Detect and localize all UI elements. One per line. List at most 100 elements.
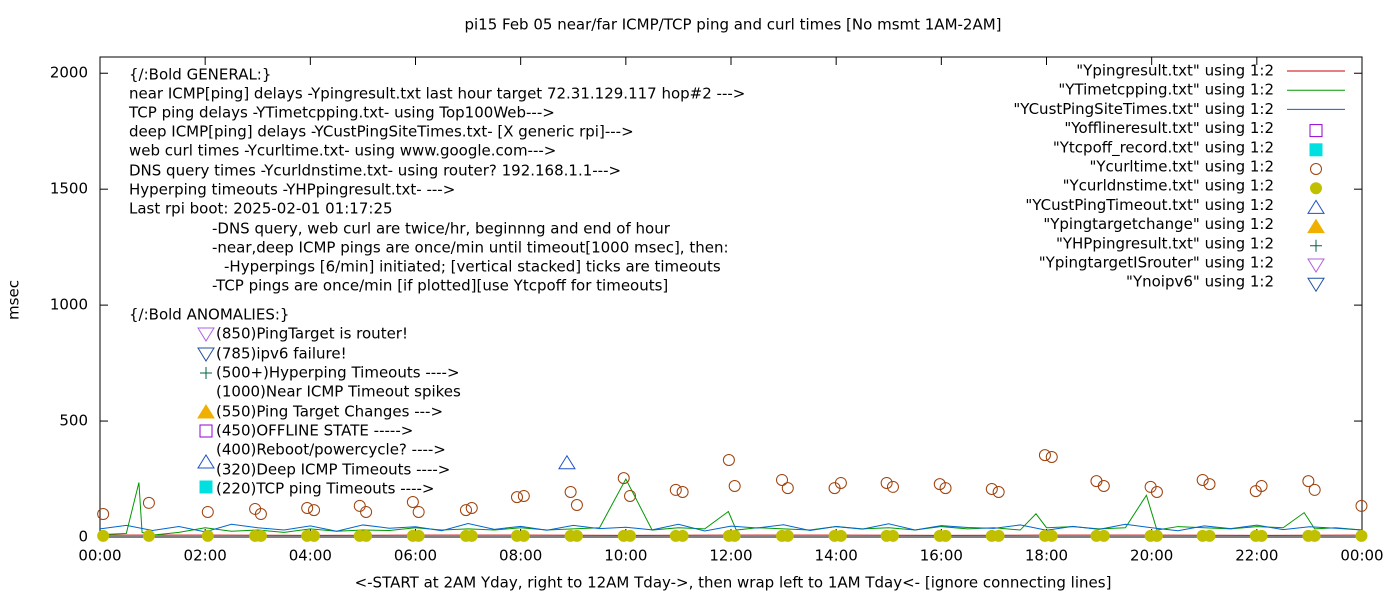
data-point: [517, 529, 530, 542]
data-point: [1097, 479, 1110, 492]
data-point: [412, 529, 425, 542]
legend-label: "Yofflineresult.txt" using 1:2: [1064, 119, 1274, 137]
data-point: [201, 529, 214, 542]
y-tick-label: 2000: [50, 64, 88, 82]
x-tick-label: 08:00: [499, 547, 542, 565]
annotation: deep ICMP[ping] delays -YCustPingSiteTim…: [129, 123, 634, 141]
annotation-icon: [199, 480, 213, 494]
annotation-icon: [199, 424, 213, 438]
data-point: [781, 482, 794, 495]
x-tick-label: 10:00: [604, 547, 647, 565]
data-point: [360, 529, 373, 542]
y-tick-label: 1500: [50, 180, 88, 198]
data-point: [142, 529, 155, 542]
data-point: [254, 529, 267, 542]
legend-label: "Ypingtargetchange" using 1:2: [1043, 215, 1274, 233]
data-point: [308, 529, 321, 542]
data-point: [992, 486, 1005, 499]
data-point: [1255, 479, 1268, 492]
data-point: [1308, 483, 1321, 496]
data-point: [1097, 529, 1110, 542]
y-tick-label: 0: [78, 528, 88, 546]
data-point: [1090, 475, 1103, 488]
annotation: {/:Bold ANOMALIES:}: [129, 306, 289, 324]
data-point: [254, 508, 267, 521]
annotation: (500+)Hyperping Timeouts ---->: [216, 364, 460, 382]
data-point: [617, 472, 630, 485]
x-tick-label: 14:00: [815, 547, 858, 565]
data-point: [558, 454, 576, 470]
data-point: [570, 529, 583, 542]
annotation: Last rpi boot: 2025-02-01 01:17:25: [129, 200, 393, 218]
data-point: [624, 489, 637, 502]
data-point: [1150, 486, 1163, 499]
legend-label: "YHPpingresult.txt" using 1:2: [1056, 234, 1274, 252]
x-axis-label: <-START at 2AM Yday, right to 12AM Tday-…: [355, 574, 1112, 592]
data-point: [939, 482, 952, 495]
legend-swatch: [1307, 258, 1325, 273]
data-point: [1045, 529, 1058, 542]
data-point: [517, 489, 530, 502]
data-point: [412, 505, 425, 518]
annotation: (550)Ping Target Changes --->: [216, 403, 443, 421]
legend-swatch: [1307, 199, 1325, 214]
data-point: [728, 529, 741, 542]
legend-label: "YCustPingSiteTimes.txt" using 1:2: [1013, 100, 1274, 118]
legend-swatch: [1310, 182, 1322, 195]
legend-swatch: [1310, 239, 1322, 252]
annotation: (450)OFFLINE STATE ----->: [216, 422, 413, 440]
x-tick-label: 00:00: [1340, 547, 1383, 565]
data-point: [722, 454, 735, 467]
data-point: [1150, 529, 1163, 542]
legend-label: "YTimetcpping.txt" using 1:2: [1058, 81, 1274, 99]
data-point: [465, 529, 478, 542]
series-line: [99, 523, 1363, 533]
data-point: [676, 486, 689, 499]
x-tick-label: 06:00: [394, 547, 437, 565]
x-tick-label: 12:00: [709, 547, 752, 565]
data-point: [624, 529, 637, 542]
data-point: [834, 476, 847, 489]
data-point: [1302, 475, 1315, 488]
x-tick-label: 22:00: [1235, 547, 1278, 565]
annotation-icon: [197, 454, 215, 469]
annotation-icon: [197, 327, 215, 342]
data-point: [301, 502, 314, 515]
data-point: [1203, 478, 1216, 491]
annotation: near ICMP[ping] delays -Ypingresult.txt …: [129, 85, 745, 103]
x-tick-label: 00:00: [78, 547, 121, 565]
annotation: (220)TCP ping Timeouts ---->: [216, 480, 434, 498]
annotation-icon: [200, 367, 212, 379]
data-point: [776, 473, 789, 486]
data-point: [406, 495, 419, 508]
annotation: web curl times -Ycurltime.txt- using www…: [129, 142, 556, 160]
data-point: [880, 476, 893, 489]
data-point: [353, 499, 366, 512]
y-tick-label: 1000: [50, 296, 88, 314]
legend-swatch: [1310, 163, 1322, 175]
data-point: [97, 508, 110, 521]
data-point: [886, 529, 899, 542]
data-point: [564, 486, 577, 499]
data-point: [992, 529, 1005, 542]
legend-label: "Ynoipv6" using 1:2: [1126, 273, 1274, 291]
data-point: [1255, 529, 1268, 542]
legend-swatch: [1309, 124, 1323, 138]
data-point: [939, 529, 952, 542]
annotation: TCP ping delays -YTimetcpping.txt- using…: [128, 104, 555, 122]
y-axis-label: msec: [5, 280, 23, 320]
annotation: (1000)Near ICMP Timeout spikes: [216, 383, 461, 401]
annotation: -DNS query, web curl are twice/hr, begin…: [212, 220, 671, 238]
annotation: (320)Deep ICMP Timeouts ---->: [216, 461, 450, 479]
data-point: [360, 505, 373, 518]
x-tick-label: 20:00: [1130, 547, 1173, 565]
x-tick-label: 02:00: [184, 547, 227, 565]
legend-label: "YCustPingTimeout.txt" using 1:2: [1025, 196, 1274, 214]
data-point: [510, 491, 523, 504]
annotation: -TCP pings are once/min [if plotted][use…: [212, 277, 668, 295]
data-point: [459, 504, 472, 517]
data-point: [1196, 473, 1209, 486]
x-tick-label: 16:00: [920, 547, 963, 565]
